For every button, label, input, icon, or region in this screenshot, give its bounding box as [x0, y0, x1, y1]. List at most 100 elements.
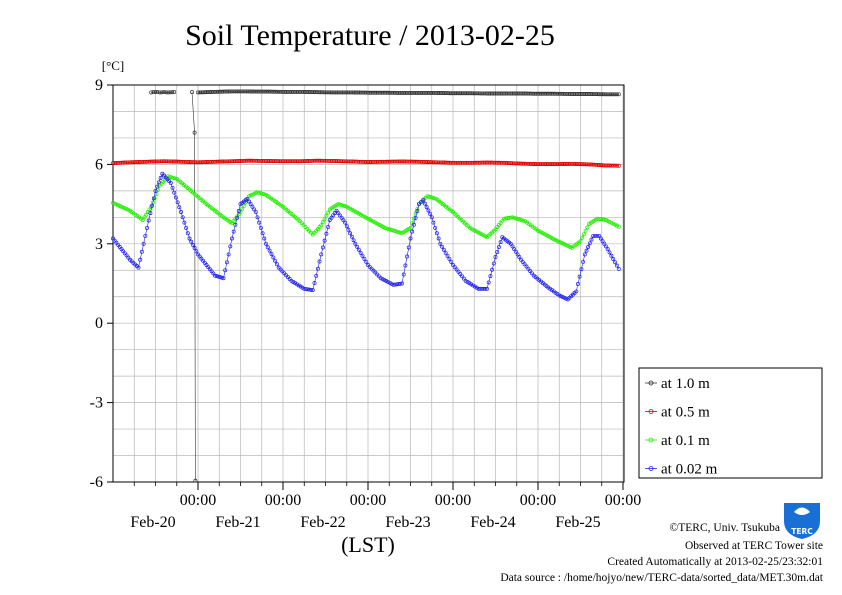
legend-marker [648, 380, 654, 386]
data-point [424, 205, 429, 209]
data-point [156, 180, 161, 185]
data-point [169, 175, 174, 180]
data-point [184, 225, 189, 230]
data-point [312, 281, 317, 285]
data-point [242, 89, 247, 94]
data-point [239, 89, 244, 94]
data-point [273, 258, 278, 263]
data-point [496, 245, 501, 250]
data-point [378, 276, 383, 281]
data-point [611, 163, 616, 168]
data-point [616, 266, 621, 271]
data-point [221, 276, 226, 281]
data-point [247, 199, 251, 204]
x-axis: 00:00 Feb-20 00:00 Feb-21 00:00 Feb-22 00:00 Fe… [130, 482, 641, 531]
data-point [393, 229, 398, 234]
data-point [604, 163, 608, 168]
data-point [485, 286, 489, 291]
data-point [228, 244, 233, 249]
data-point [602, 217, 607, 222]
data-point [578, 239, 583, 244]
data-point [317, 259, 322, 264]
data-point [607, 250, 612, 255]
data-point [246, 89, 251, 94]
data-point [145, 225, 149, 230]
data-point [613, 260, 618, 265]
data-point [257, 220, 262, 225]
data-point [250, 89, 254, 94]
data-point [498, 240, 503, 245]
data-point [406, 245, 411, 250]
data-point [574, 289, 579, 294]
data-point [141, 241, 146, 246]
series-group [111, 89, 621, 483]
data-point [616, 92, 621, 97]
data-point [346, 227, 351, 232]
data-point [230, 236, 234, 241]
data-point [218, 275, 223, 280]
data-point [257, 190, 262, 195]
data-point [611, 92, 616, 97]
data-point [403, 263, 408, 268]
data-point [605, 163, 610, 168]
data-point [324, 213, 329, 218]
data-point [386, 227, 391, 231]
data-point [614, 223, 619, 228]
data-point [226, 252, 231, 257]
data-point [508, 241, 513, 246]
data-point [384, 226, 389, 231]
x-tick-time: 00:00 [265, 492, 301, 509]
data-point [214, 274, 219, 279]
data-point [260, 191, 265, 196]
data-point [337, 213, 342, 218]
data-point [447, 256, 452, 261]
data-point [427, 194, 432, 199]
data-point [495, 250, 500, 255]
y-axis: 9 6 3 0 -3 -6 [90, 77, 113, 491]
data-point [587, 241, 592, 246]
data-point [613, 92, 618, 97]
data-point [597, 233, 602, 238]
data-point [269, 252, 274, 256]
series-at-0-5-m [111, 158, 621, 168]
data-point [162, 90, 166, 95]
data-point [614, 263, 619, 268]
data-point [598, 236, 603, 241]
data-point [159, 90, 164, 95]
data-point [443, 250, 448, 255]
data-point [521, 218, 526, 223]
data-point [519, 218, 524, 223]
data-point [609, 163, 614, 168]
data-point [607, 163, 612, 168]
data-point [326, 224, 331, 229]
data-point [337, 202, 342, 207]
y-tick-label: 6 [95, 156, 103, 173]
data-point [605, 92, 610, 97]
data-point [157, 90, 162, 95]
data-point [421, 198, 426, 203]
data-point [259, 89, 264, 94]
plot-frame [112, 84, 625, 483]
data-point [604, 244, 608, 249]
data-point [251, 89, 256, 94]
x-tick-date: Feb-23 [385, 514, 430, 531]
data-point [441, 247, 446, 252]
data-point [324, 231, 329, 236]
data-point [253, 210, 258, 214]
legend: at 1.0 m at 0.5 m at 0.1 m at 0.02 m [638, 367, 823, 479]
data-point [515, 252, 520, 257]
data-point [426, 208, 431, 213]
data-point [139, 249, 144, 254]
data-point [491, 261, 496, 266]
data-point [241, 203, 246, 208]
data-point [383, 225, 387, 230]
data-point [235, 89, 240, 94]
credit-data-source: Data source : /home/hojyo/new/TERC-data/… [500, 572, 823, 584]
data-point [155, 90, 160, 95]
x-tick-time: 00:00 [435, 492, 471, 509]
data-point [386, 280, 390, 284]
data-point [517, 217, 522, 222]
data-point [158, 176, 163, 180]
data-point [177, 205, 182, 210]
data-point [248, 202, 253, 207]
